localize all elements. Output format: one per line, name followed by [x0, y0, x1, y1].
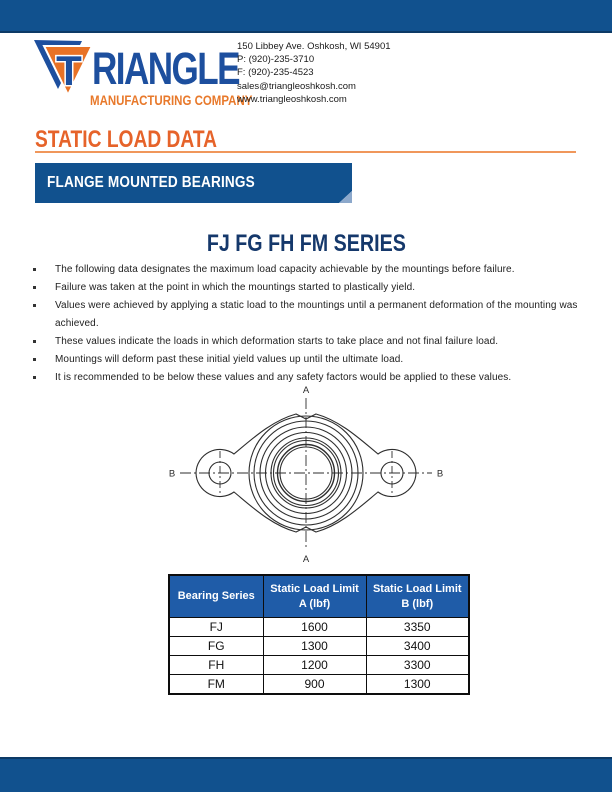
bore-ring — [279, 446, 333, 500]
section-label-a-top: A — [303, 385, 310, 396]
contact-address: 150 Libbey Ave. Oshkosh, WI 54901 — [237, 41, 391, 52]
bullet-text: It is recommended to be below these valu… — [55, 372, 512, 383]
bullet-text: Values were achieved by applying a stati… — [55, 300, 578, 329]
contact-block: 150 Libbey Ave. Oshkosh, WI 54901 P: (92… — [237, 40, 391, 106]
bullet-marker — [33, 286, 36, 289]
bottom-blue-bar — [0, 757, 612, 792]
page-title: STATIC LOAD DATA — [35, 126, 218, 153]
cell-series: FJ — [168, 617, 264, 638]
bullet-text: The following data designates the maximu… — [55, 264, 515, 275]
cell-limit-b: 3300 — [365, 655, 470, 676]
cell-limit-a: 900 — [262, 674, 367, 695]
bullet-item: It is recommended to be below these valu… — [32, 369, 584, 387]
table-row: FH 1200 3300 — [168, 655, 470, 676]
section-label-b-right: B — [437, 469, 443, 480]
contact-email-link[interactable]: sales@triangleoshkosh.com — [237, 80, 356, 92]
contact-phone: P: (920)-235-3710 — [237, 54, 315, 66]
bullet-item: Mountings will deform past these initial… — [32, 351, 584, 369]
triangle-logo-icon: T — [34, 40, 94, 98]
bullet-item: The following data designates the maximu… — [32, 261, 584, 279]
static-load-table: Bearing Series Static Load Limit A (lbf)… — [168, 574, 470, 696]
col-header-bearing-series: Bearing Series — [168, 574, 264, 619]
col-header-limit-a: Static Load Limit A (lbf) — [262, 574, 367, 619]
bullet-text: Failure was taken at the point in which … — [55, 282, 416, 293]
housing-ring — [248, 415, 364, 531]
bullet-text: Mountings will deform past these initial… — [55, 354, 404, 365]
bullet-marker — [33, 358, 36, 361]
logo-subtitle: MANUFACTURING COMPANY — [90, 92, 253, 108]
col-header-limit-b: Static Load Limit B (lbf) — [365, 574, 470, 619]
cell-limit-a: 1300 — [262, 636, 367, 657]
table-header-row: Bearing Series Static Load Limit A (lbf)… — [168, 574, 470, 619]
table-row: FM 900 1300 — [168, 674, 470, 695]
cell-series: FH — [168, 655, 264, 676]
series-heading: FJ FG FH FM SERIES — [206, 230, 406, 257]
cell-series: FM — [168, 674, 264, 695]
contact-fax: F: (920)-235-4523 — [237, 67, 314, 79]
logo-letter-t: T — [56, 47, 82, 94]
bullet-item: Values were achieved by applying a stati… — [32, 297, 584, 333]
flange-bearing-drawing: A A B B — [169, 385, 443, 564]
bullet-marker — [33, 340, 36, 343]
contact-website-link[interactable]: www.triangleoshkosh.com — [237, 93, 347, 105]
bullet-item: Failure was taken at the point in which … — [32, 279, 584, 297]
section-banner: FLANGE MOUNTED BEARINGS — [35, 163, 352, 203]
cell-limit-a: 1600 — [262, 617, 367, 638]
logo-wordmark: RIANGLE — [92, 43, 241, 94]
cell-limit-b: 3400 — [365, 636, 470, 657]
bore-ring — [276, 443, 336, 503]
bullet-marker — [33, 376, 36, 379]
table-row: FJ 1600 3350 — [168, 617, 470, 638]
cell-limit-b: 3350 — [365, 617, 470, 638]
logo-orange-triangle — [42, 45, 94, 98]
cell-limit-a: 1200 — [262, 655, 367, 676]
section-banner-label: FLANGE MOUNTED BEARINGS — [47, 174, 255, 191]
bullet-marker — [33, 304, 36, 307]
bullet-item: These values indicate the loads in which… — [32, 333, 584, 351]
cell-limit-b: 1300 — [365, 674, 470, 695]
section-label-a-bottom: A — [303, 554, 310, 564]
notes-bullet-list: The following data designates the maximu… — [32, 261, 584, 387]
bullet-text: These values indicate the loads in which… — [55, 336, 499, 347]
table-row: FG 1300 3400 — [168, 636, 470, 657]
section-label-b-left: B — [169, 469, 175, 480]
cell-series: FG — [168, 636, 264, 657]
title-underline — [35, 151, 576, 153]
top-blue-bar — [0, 0, 612, 33]
bullet-marker — [33, 268, 36, 271]
